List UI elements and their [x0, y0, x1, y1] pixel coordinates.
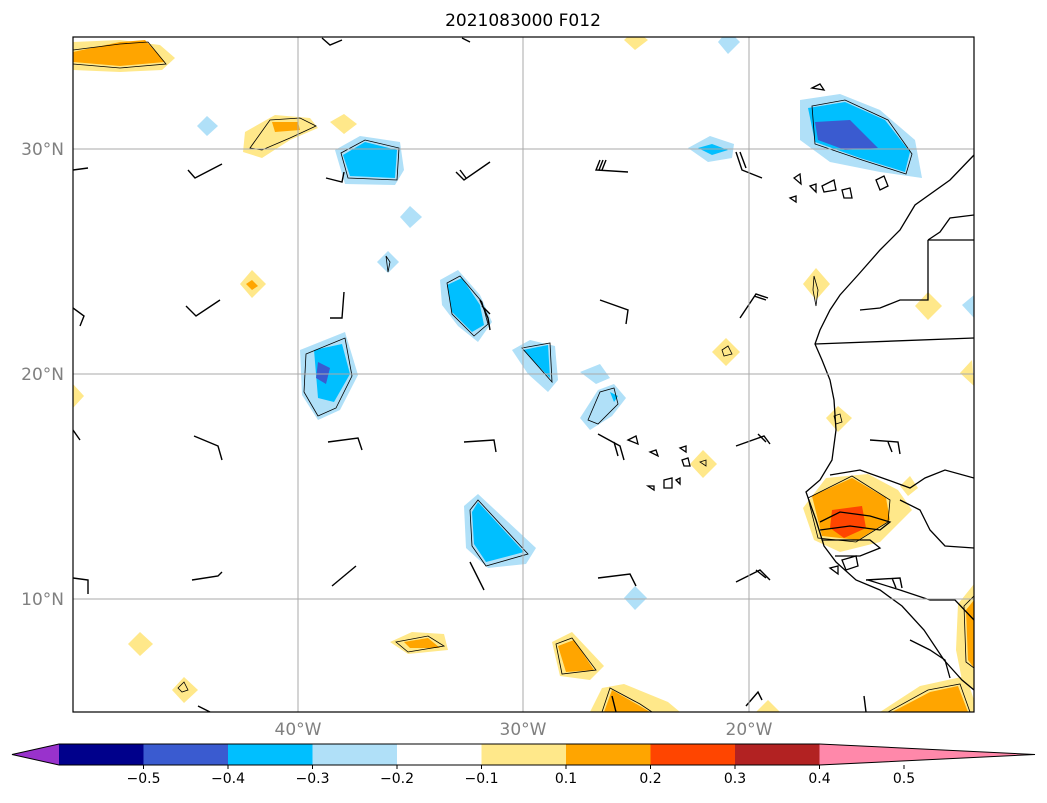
colorbar-tick-label: 0.2 [639, 771, 661, 787]
map-title: 2021083000 F012 [445, 11, 601, 31]
graticule [73, 37, 974, 712]
colorbar-segment [143, 744, 229, 765]
colorbar-tick-label: −0.1 [465, 771, 499, 787]
lat-label: 30°N [21, 140, 64, 160]
lat-labels: 30°N 20°N 10°N [21, 140, 64, 610]
colorbar-tick-label: 0.1 [555, 771, 577, 787]
lon-label: 20°W [726, 720, 773, 740]
colorbar-segment [397, 744, 482, 765]
colorbar: −0.5 −0.4 −0.3 −0.2 −0.1 0.1 0.2 0.3 0.4 0.5 [11, 743, 1036, 787]
colorbar-segment [228, 744, 313, 765]
colorbar-outline [11, 743, 1036, 766]
lat-label: 20°N [21, 365, 64, 385]
contour-line-layer [73, 41, 974, 712]
colorbar-tick-label: −0.3 [296, 771, 330, 787]
wind-barb-layer [73, 37, 903, 712]
plot-area [73, 37, 974, 712]
colorbar-tick-label: −0.2 [380, 771, 414, 787]
coastline-layer [626, 83, 974, 691]
colorbar-tick-label: −0.4 [211, 771, 245, 787]
map-frame [72, 36, 975, 713]
colorbar-extend-max [819, 744, 1035, 765]
colorbar-tick-label: −0.5 [127, 771, 161, 787]
colorbar-tick-label: 0.5 [893, 771, 915, 787]
colorbar-segment [481, 744, 567, 765]
lat-label: 10°N [21, 590, 64, 610]
colorbar-segment [312, 744, 398, 765]
contour-fill-layer [73, 37, 974, 712]
colorbar-tick-label: 0.3 [724, 771, 746, 787]
lon-label: 40°W [275, 720, 322, 740]
lon-label: 30°W [500, 720, 547, 740]
lon-labels: 40°W 30°W 20°W [275, 720, 773, 740]
colorbar-tick-label: 0.4 [808, 771, 830, 787]
colorbar-segment [650, 744, 736, 765]
colorbar-segment [59, 744, 144, 765]
colorbar-segment [735, 744, 820, 765]
colorbar-extend-min [12, 744, 59, 765]
colorbar-segment [566, 744, 651, 765]
